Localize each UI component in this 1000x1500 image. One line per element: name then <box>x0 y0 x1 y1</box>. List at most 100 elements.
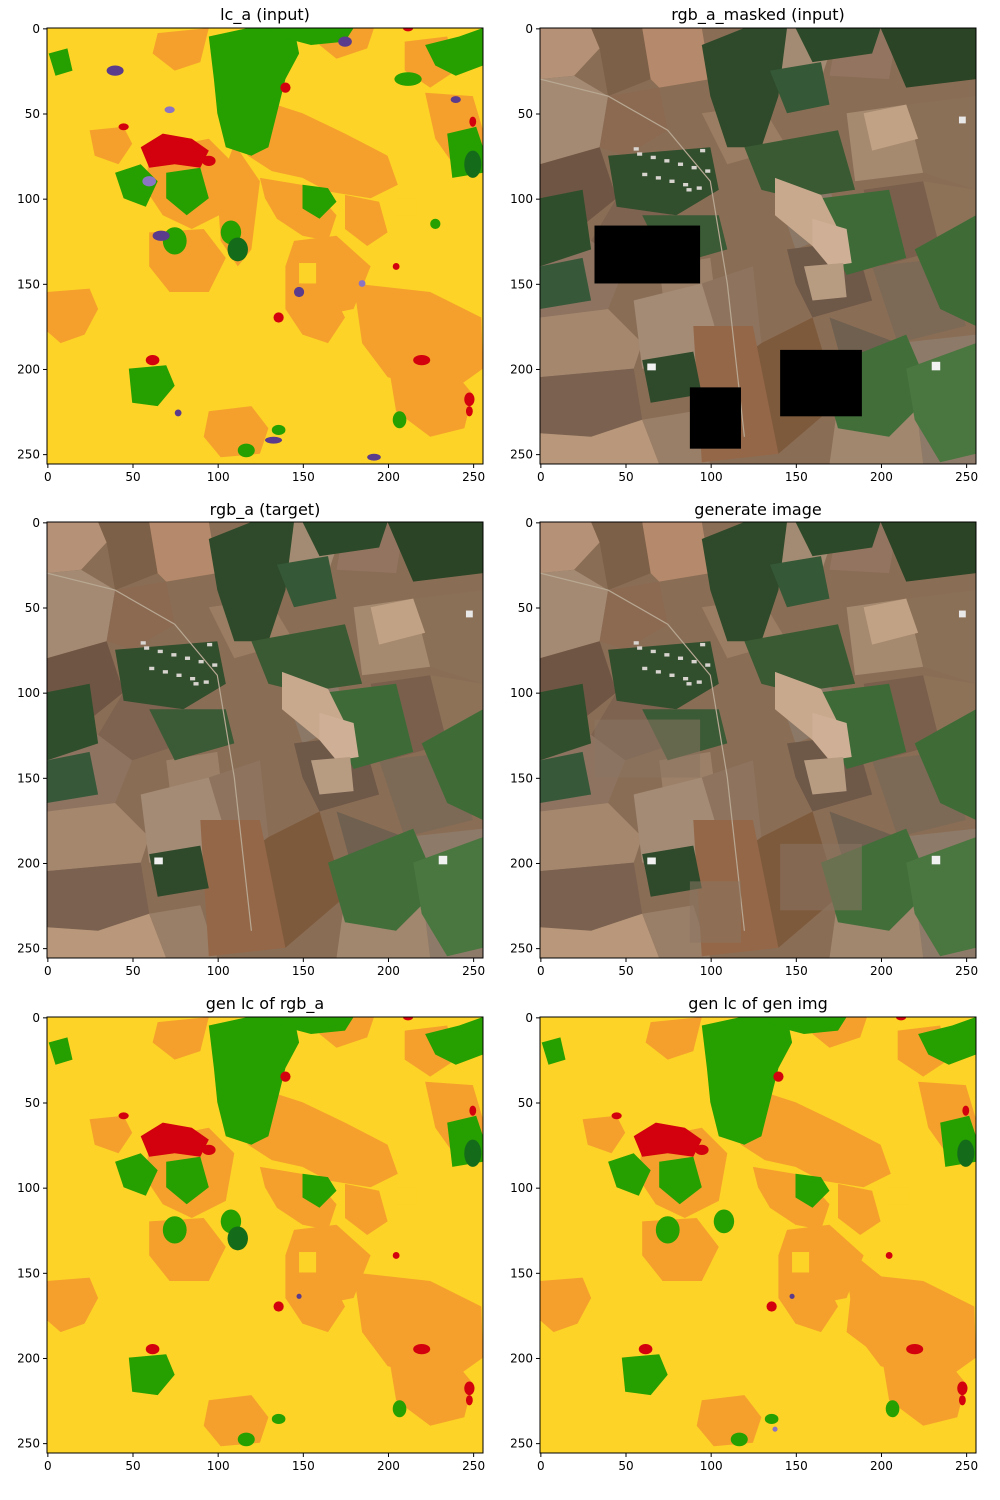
crop-field <box>599 581 668 650</box>
axis-ticks: 0 50 100 150 200 250 0 50 100 150 200 250 <box>510 22 978 484</box>
building <box>465 610 473 618</box>
building <box>190 676 196 681</box>
built-up-region <box>145 355 160 366</box>
built-up-region <box>402 1017 414 1021</box>
building <box>642 666 648 671</box>
wetland-region <box>789 1293 795 1299</box>
building <box>637 152 643 156</box>
panel-rgb-a-target: rgb_a (target) 0 50 100 150 200 250 0 50 100 150 2… <box>17 500 485 978</box>
x-tick-label: 200 <box>377 470 400 484</box>
tree-cover-region <box>795 1173 830 1208</box>
built-up-region <box>118 1112 129 1120</box>
built-up-region <box>694 1144 709 1155</box>
built-up-region <box>465 1395 473 1406</box>
building <box>144 646 150 650</box>
x-tick-label: 100 <box>207 1459 230 1473</box>
vegetation-area <box>540 751 592 803</box>
built-up-region <box>201 155 216 166</box>
wetland-region <box>174 409 182 417</box>
tree-cover-region <box>237 1432 255 1447</box>
grassland-region <box>345 194 388 246</box>
tree-cover-region <box>394 72 422 86</box>
y-tick-label: 50 <box>518 1096 533 1110</box>
cropland-patch <box>889 1187 910 1205</box>
bright-field <box>804 263 847 301</box>
grassland-region <box>152 1017 209 1060</box>
vegetation-area <box>701 522 787 642</box>
tree-cover-region <box>302 1173 337 1208</box>
tree-cover-region <box>128 1354 175 1396</box>
panel-title: gen lc of rgb_a <box>206 994 324 1014</box>
tree-cover-region <box>237 443 255 458</box>
crop-field <box>98 522 158 591</box>
building <box>655 670 661 674</box>
grassland-region <box>838 1183 881 1235</box>
grassland-region <box>345 1183 388 1235</box>
grassland-region <box>387 360 473 437</box>
tree-cover-region <box>430 218 441 229</box>
building <box>664 159 670 163</box>
x-tick-label: 250 <box>462 1459 485 1473</box>
tree-cover-region <box>166 1156 209 1205</box>
grassland-region <box>203 1395 269 1447</box>
tree-cover-region <box>758 1017 847 1034</box>
crop-field <box>906 96 976 190</box>
building <box>700 148 706 153</box>
tree-cover-region <box>271 424 286 436</box>
bright-field <box>370 598 426 645</box>
cropland-patch <box>299 1252 317 1273</box>
building <box>669 673 675 677</box>
building <box>149 666 155 671</box>
built-up-region <box>962 1105 970 1116</box>
y-tick-label: 100 <box>17 686 40 700</box>
panel-title: rgb_a_masked (input) <box>671 5 845 25</box>
wetland-region <box>296 1293 302 1299</box>
building <box>203 680 209 684</box>
built-up-region <box>469 1105 477 1116</box>
crop-field <box>47 803 150 872</box>
x-tick-label: 250 <box>955 470 978 484</box>
vegetation-area <box>744 130 856 199</box>
tree-cover-region <box>764 1413 779 1425</box>
y-tick-label: 0 <box>525 22 533 36</box>
building <box>207 642 213 647</box>
y-tick-label: 50 <box>518 601 533 615</box>
axes-frame <box>539 27 977 465</box>
y-tick-label: 100 <box>17 192 40 206</box>
y-tick-label: 0 <box>525 1011 533 1025</box>
building <box>193 682 199 686</box>
grassland-region <box>645 1017 702 1060</box>
satellite-image-target <box>47 522 483 958</box>
x-tick-label: 100 <box>700 964 723 978</box>
vegetation-area <box>914 215 976 326</box>
crop-field <box>149 522 218 582</box>
built-up-region <box>392 263 400 270</box>
vegetation-area <box>276 556 337 608</box>
vegetation-area <box>769 556 830 608</box>
x-tick-label: 100 <box>700 470 723 484</box>
wetland-region <box>265 436 283 444</box>
wetland-region <box>293 286 305 298</box>
y-tick-label: 50 <box>25 1096 40 1110</box>
y-tick-label: 100 <box>17 1181 40 1195</box>
crop-field <box>540 803 643 872</box>
grassland-region <box>89 126 133 165</box>
panel-gen-lc-of-gen-img: gen lc of gen img 0 50 100 150 200 250 0 50 100 1… <box>510 994 978 1473</box>
tree-cover-region <box>208 1017 300 1145</box>
built-up-region <box>885 1252 893 1259</box>
y-tick-label: 200 <box>510 856 533 870</box>
building <box>696 680 702 684</box>
built-up-region <box>413 355 431 366</box>
x-tick-label: 150 <box>785 1459 808 1473</box>
built-up-region <box>118 123 129 131</box>
building <box>686 188 692 192</box>
mask-box <box>780 349 862 417</box>
built-up-region <box>638 1344 653 1355</box>
built-up-region <box>773 1071 784 1082</box>
built-up-region <box>201 1144 216 1155</box>
panel-generate-image: generate image 0 50 100 150 200 250 0 50 100 150 2… <box>510 500 978 978</box>
y-tick-label: 200 <box>510 1351 533 1365</box>
y-tick-label: 100 <box>510 686 533 700</box>
tree-cover-region <box>425 28 483 76</box>
crop-field <box>540 419 660 464</box>
